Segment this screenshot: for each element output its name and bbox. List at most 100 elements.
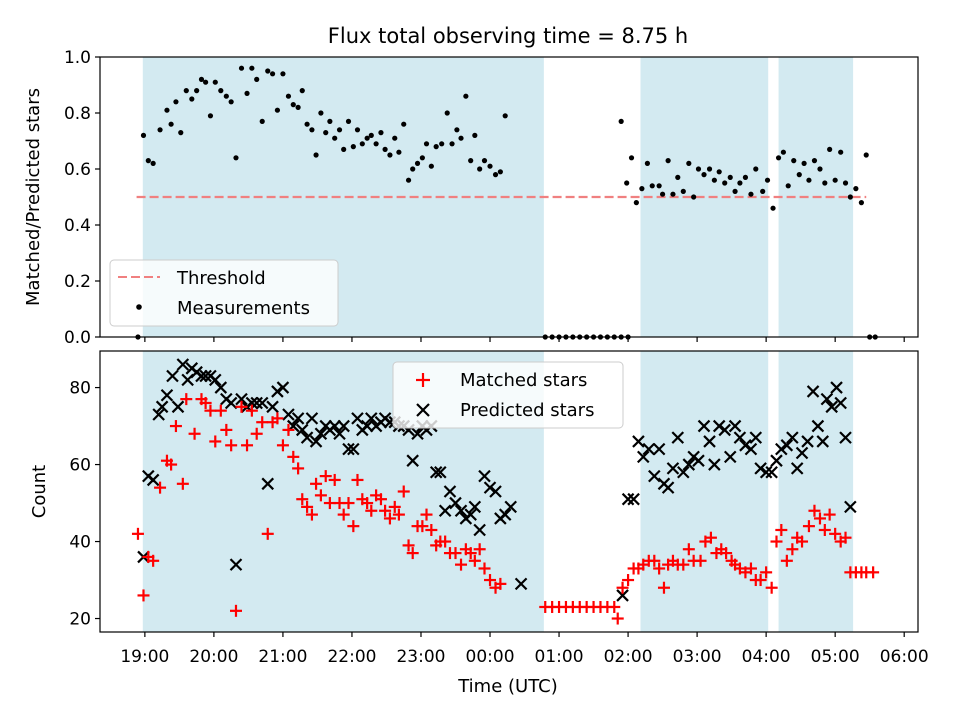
- measurement-point: [280, 71, 286, 77]
- predicted-point: [811, 419, 825, 433]
- predicted-point: [728, 419, 742, 433]
- predicted-point: [749, 431, 763, 444]
- measurement-point: [249, 65, 255, 71]
- measurement-point: [817, 166, 823, 172]
- predicted-point: [627, 492, 640, 506]
- matched-point: [337, 508, 350, 521]
- measurement-point: [618, 118, 624, 124]
- measurement-point: [410, 166, 416, 172]
- predicted-point: [775, 442, 788, 456]
- predicted-point: [621, 492, 635, 506]
- measurement-point: [770, 205, 776, 211]
- top-legend: Threshold Measurements: [109, 259, 339, 327]
- measurement-point: [198, 76, 205, 82]
- predicted-point: [155, 400, 169, 414]
- x-tick-label: 02:00: [604, 647, 653, 667]
- measurement-point: [742, 174, 749, 180]
- measurement-point: [290, 102, 296, 108]
- predicted-point: [438, 504, 452, 518]
- predicted-point: [816, 435, 830, 448]
- matched-point: [420, 508, 433, 521]
- matched-point: [154, 481, 167, 494]
- predicted-point: [365, 412, 378, 425]
- measurement-point: [639, 186, 645, 192]
- predicted-point: [636, 450, 650, 464]
- predicted-point: [224, 396, 238, 410]
- measurement-point: [481, 158, 488, 164]
- matched-point: [214, 404, 227, 417]
- matched-point: [796, 535, 809, 548]
- predicted-point: [834, 396, 847, 410]
- predicted-point: [291, 412, 305, 425]
- measurement-point: [194, 88, 200, 94]
- measurement-point: [359, 141, 365, 147]
- top-plot-frame: [99, 56, 919, 338]
- matched-point: [867, 566, 880, 579]
- matched-point: [261, 527, 274, 540]
- measurement-point: [468, 158, 474, 164]
- matched-point: [379, 504, 392, 517]
- measurement-point: [145, 158, 151, 164]
- measurement-point: [368, 132, 374, 138]
- measurement-point: [364, 135, 370, 141]
- predicted-point: [351, 412, 364, 425]
- measurement-point: [858, 200, 864, 206]
- predicted-point: [759, 465, 773, 479]
- observing-window-2: [640, 351, 769, 632]
- measurement-point: [178, 130, 184, 136]
- top-measurement-points: [135, 65, 878, 340]
- matched-point: [648, 554, 661, 567]
- top-legend-box: [109, 259, 339, 327]
- measurement-point: [327, 118, 333, 124]
- predicted-point: [337, 419, 350, 433]
- x-tick-label: 21:00: [258, 647, 307, 667]
- measurement-point: [675, 174, 681, 180]
- predicted-point: [483, 481, 497, 494]
- measurement-point: [295, 104, 301, 110]
- bottom-x-axis-ticks: 19:00 20:00 21:00 22:00 23:00 00:00 01:00 02:00…: [120, 632, 929, 667]
- x-tick-label: 06:00: [880, 647, 929, 667]
- measurement-point: [502, 113, 508, 119]
- measurement-point: [497, 169, 503, 175]
- predicted-point: [718, 423, 731, 437]
- measurement-point: [748, 191, 754, 197]
- measurement-point: [259, 118, 265, 124]
- predicted-point: [199, 369, 212, 383]
- measurement-point: [189, 96, 195, 102]
- predicted-point: [671, 431, 685, 444]
- measurement-point: [659, 191, 666, 197]
- measurement-point: [354, 127, 361, 133]
- predicted-point: [795, 446, 809, 460]
- measurement-point: [644, 160, 651, 166]
- predicted-point: [276, 381, 290, 394]
- measurement-point: [387, 152, 393, 158]
- measurement-point: [254, 76, 260, 82]
- matched-point: [839, 531, 852, 544]
- matched-point: [241, 439, 254, 452]
- matched-point: [388, 500, 401, 513]
- measurement-point: [336, 127, 343, 133]
- matched-point: [347, 520, 360, 533]
- measurement-point: [373, 141, 379, 147]
- measurement-point: [680, 188, 686, 194]
- predicted-point: [250, 396, 263, 410]
- measurement-point: [150, 160, 156, 166]
- bottom-plot-frame: [99, 350, 919, 633]
- measurement-point: [218, 88, 224, 94]
- predicted-point: [360, 419, 374, 433]
- predicted-point: [825, 400, 838, 414]
- predicted-point: [295, 423, 309, 437]
- matched-point: [622, 574, 635, 587]
- bottom-legend: Matched stars Predicted stars: [392, 361, 624, 429]
- predicted-point: [166, 369, 179, 383]
- predicted-point: [328, 419, 341, 433]
- legend-matched-swatch: [416, 373, 430, 387]
- measurement-point: [444, 110, 450, 116]
- matched-point: [608, 600, 621, 613]
- measurement-point: [832, 177, 838, 183]
- measurement-point: [487, 163, 493, 169]
- measurement-point: [722, 180, 728, 186]
- measurement-point: [827, 146, 833, 152]
- predicted-point: [652, 442, 666, 456]
- matched-point: [276, 439, 289, 452]
